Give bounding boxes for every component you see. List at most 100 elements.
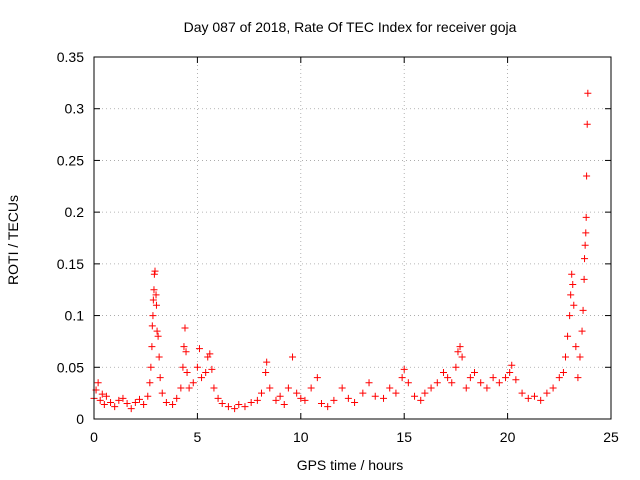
data-point <box>582 213 590 221</box>
data-point <box>94 379 102 387</box>
data-point <box>198 374 206 382</box>
data-point <box>107 398 115 406</box>
y-axis-label: ROTI / TECUs <box>5 195 21 285</box>
data-point <box>398 374 406 382</box>
data-point <box>400 365 408 373</box>
data-point <box>127 405 135 413</box>
data-point <box>235 401 243 409</box>
data-point <box>96 396 104 404</box>
data-point <box>359 389 367 397</box>
x-axis-label: GPS time / hours <box>297 457 404 473</box>
data-point <box>583 120 591 128</box>
data-point <box>151 267 159 275</box>
data-point <box>582 229 590 237</box>
data-point <box>566 312 574 320</box>
data-point <box>153 327 161 335</box>
data-point <box>576 353 584 361</box>
y-tick-label: 0.35 <box>57 49 84 65</box>
data-point <box>567 291 575 299</box>
data-point <box>518 389 526 397</box>
data-point <box>195 345 203 353</box>
data-point <box>146 379 154 387</box>
x-tick-label: 0 <box>90 429 98 445</box>
data-point <box>365 379 373 387</box>
axis-ticks: 0 5 10 15 20 25 0 0.05 0.1 0.15 0.2 0.25 0.3 0.35 <box>57 49 619 445</box>
data-point <box>411 392 419 400</box>
data-point <box>572 343 580 351</box>
data-point <box>123 399 131 407</box>
data-point <box>583 172 591 180</box>
data-point <box>284 384 292 392</box>
x-tick-label: 20 <box>500 429 516 445</box>
data-point <box>421 389 429 397</box>
data-point <box>562 353 570 361</box>
data-point <box>489 374 497 382</box>
data-point <box>317 399 325 407</box>
data-point <box>297 394 305 402</box>
data-point <box>276 392 284 400</box>
data-points <box>90 89 592 413</box>
x-tick-label: 5 <box>194 429 202 445</box>
data-point <box>179 363 187 371</box>
data-point <box>584 89 592 97</box>
data-point <box>152 301 160 309</box>
data-point <box>568 270 576 278</box>
data-point <box>115 396 123 404</box>
data-point <box>537 396 545 404</box>
data-point <box>262 368 270 376</box>
data-point <box>330 396 338 404</box>
data-point <box>581 255 589 263</box>
data-point <box>169 401 177 409</box>
data-point <box>100 401 108 409</box>
data-point <box>454 348 462 356</box>
data-point <box>181 324 189 332</box>
data-point <box>543 389 551 397</box>
data-point <box>417 396 425 404</box>
data-point <box>210 384 218 392</box>
data-point <box>581 241 589 249</box>
data-point <box>119 394 127 402</box>
x-tick-label: 15 <box>396 429 412 445</box>
data-point <box>502 374 510 382</box>
data-point <box>580 275 588 283</box>
data-point <box>351 398 359 406</box>
data-point <box>214 394 222 402</box>
data-point <box>456 343 464 351</box>
y-tick-label: 0.05 <box>57 359 84 375</box>
data-point <box>324 403 332 411</box>
data-point <box>371 392 379 400</box>
data-point <box>508 361 516 369</box>
data-point <box>202 368 210 376</box>
data-point <box>433 379 441 387</box>
data-point <box>180 343 188 351</box>
data-point <box>131 398 139 406</box>
data-point <box>263 358 271 366</box>
data-point <box>386 384 394 392</box>
x-tick-label: 25 <box>603 429 619 445</box>
data-point <box>193 363 201 371</box>
data-point <box>266 384 274 392</box>
data-point <box>140 401 148 409</box>
data-point <box>448 379 456 387</box>
data-point <box>579 306 587 314</box>
data-point <box>458 353 466 361</box>
y-tick-label: 0.15 <box>57 256 84 272</box>
data-point <box>427 384 435 392</box>
data-point <box>280 401 288 409</box>
data-point <box>173 394 181 402</box>
data-point <box>452 363 460 371</box>
data-point <box>293 389 301 397</box>
grid-lines <box>94 57 611 419</box>
data-point <box>574 374 582 382</box>
data-point <box>530 392 538 400</box>
data-point <box>272 396 280 404</box>
data-point <box>158 389 166 397</box>
data-point <box>147 363 155 371</box>
y-tick-label: 0.3 <box>65 101 85 117</box>
data-point <box>156 374 164 382</box>
data-point <box>135 395 143 403</box>
data-point <box>155 353 163 361</box>
data-point <box>206 350 214 358</box>
data-point <box>444 374 452 382</box>
data-point <box>344 394 352 402</box>
